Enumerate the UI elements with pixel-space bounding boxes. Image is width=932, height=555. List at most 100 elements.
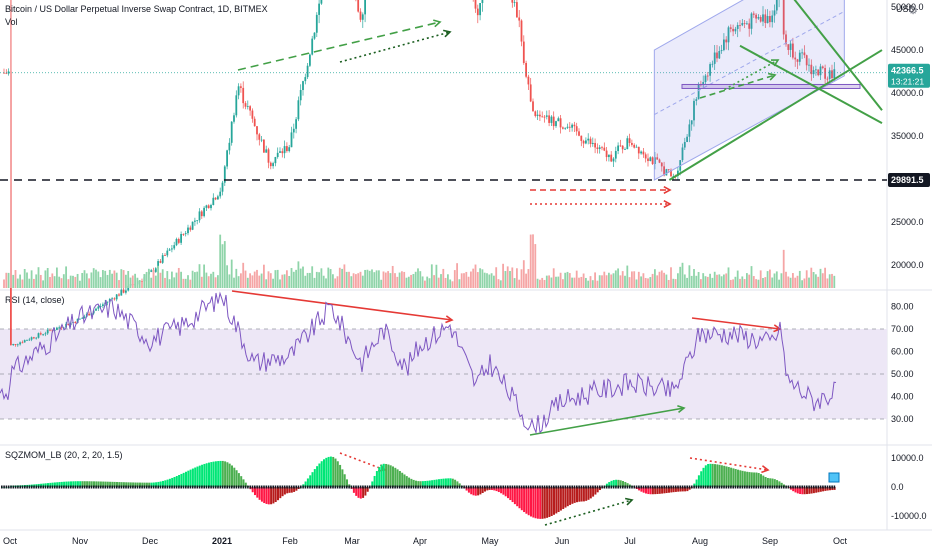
momentum-bar (145, 482, 148, 487)
momentum-bar (143, 482, 146, 487)
momentum-bar (226, 462, 229, 487)
squeeze-dot (235, 485, 238, 489)
volume-bar (545, 275, 548, 288)
squeeze-dot (63, 485, 65, 489)
volume-bar (212, 271, 215, 288)
squeeze-dot (226, 485, 228, 489)
momentum-bar (642, 487, 645, 493)
momentum-bar (656, 487, 659, 495)
momentum-bar (472, 487, 475, 496)
candle-body (815, 69, 817, 71)
momentum-bar (428, 480, 431, 487)
volume-bar (525, 273, 527, 288)
candle-body (555, 121, 557, 127)
volume-bar (297, 261, 300, 288)
time-tick-label: Apr (413, 536, 427, 546)
volume-bar (424, 280, 426, 288)
squeeze-dot (541, 485, 544, 489)
momentum-bar (536, 487, 539, 519)
volume-bar (154, 275, 157, 288)
momentum-bar (592, 487, 595, 497)
volume-bar (624, 275, 626, 288)
candle-body (750, 13, 753, 29)
volume-bar (598, 275, 601, 288)
volume-bar (610, 274, 613, 288)
volume-bar (74, 276, 77, 288)
candle-body (244, 103, 247, 107)
volume-bar (380, 279, 383, 288)
momentum-bar (668, 487, 670, 493)
candle-body (318, 3, 320, 15)
momentum-bar (686, 487, 689, 492)
squeeze-dot (152, 485, 155, 489)
momentum-bar (449, 478, 452, 487)
volume-bar (417, 268, 419, 288)
candle-body (95, 308, 97, 311)
momentum-bar (645, 487, 647, 494)
squeeze-dot (136, 485, 139, 489)
candle-body (808, 64, 810, 66)
squeeze-dot (10, 485, 12, 489)
squeeze-dot (217, 485, 219, 489)
candle-body (118, 294, 120, 296)
volume-bar (237, 276, 240, 288)
squeeze-dot (159, 485, 162, 489)
momentum-bar (725, 466, 728, 487)
candle-body (787, 44, 790, 50)
volume-bar (444, 277, 447, 288)
momentum-bar (99, 481, 102, 487)
squeeze-dot (785, 485, 787, 489)
candle-body (529, 84, 532, 102)
volume-bar (90, 272, 93, 288)
gear-icon[interactable]: ⚙ (908, 5, 918, 17)
momentum-bar (270, 487, 273, 505)
momentum-bar (681, 487, 684, 492)
rsi-divergence-red (231, 290, 453, 321)
momentum-bar (810, 487, 813, 494)
squeeze-dot (461, 485, 463, 489)
momentum-bar (150, 482, 153, 487)
volume-bar (647, 278, 649, 288)
momentum-bar (394, 467, 397, 487)
squeeze-dot (559, 485, 562, 489)
momentum-bar (295, 487, 298, 491)
squeeze-dot (148, 485, 150, 489)
squeeze-dot (242, 485, 245, 489)
volume-bar (594, 272, 596, 288)
candle-body (166, 250, 169, 256)
momentum-bar (228, 463, 231, 487)
candle-body (644, 154, 647, 159)
squeeze-dot (573, 485, 576, 489)
squeeze-dot (730, 485, 732, 489)
squeeze-dot (214, 485, 217, 489)
squeeze-dot (481, 485, 484, 489)
volume-bar (667, 279, 670, 288)
volume-bar (30, 270, 33, 288)
squeeze-dot (375, 485, 378, 489)
squeeze-dot (371, 485, 373, 489)
squeeze-dot (624, 485, 626, 489)
rsi-tick-label: 80.00 (891, 302, 914, 312)
momentum-bar (336, 461, 339, 487)
volume-bar (136, 277, 139, 288)
volume-bar (421, 276, 424, 288)
momentum-bar (175, 476, 178, 487)
squeeze-dot (495, 485, 498, 489)
symbol-title[interactable]: Bitcoin / US Dollar Perpetual Inverse Sw… (5, 4, 268, 14)
volume-bar (527, 269, 530, 288)
momentum-bar (647, 487, 650, 495)
candle-body (265, 149, 268, 153)
candle-body (824, 67, 826, 79)
momentum-bar (608, 482, 611, 487)
volume-bar (108, 269, 111, 288)
squeeze-dot (799, 485, 801, 489)
momentum-bar (638, 487, 641, 491)
candle-body (253, 118, 256, 127)
momentum-bar (557, 487, 560, 513)
momentum-bar (757, 473, 760, 487)
volume-bar (612, 273, 615, 288)
candle-body (805, 55, 808, 66)
candle-body (320, 0, 323, 4)
